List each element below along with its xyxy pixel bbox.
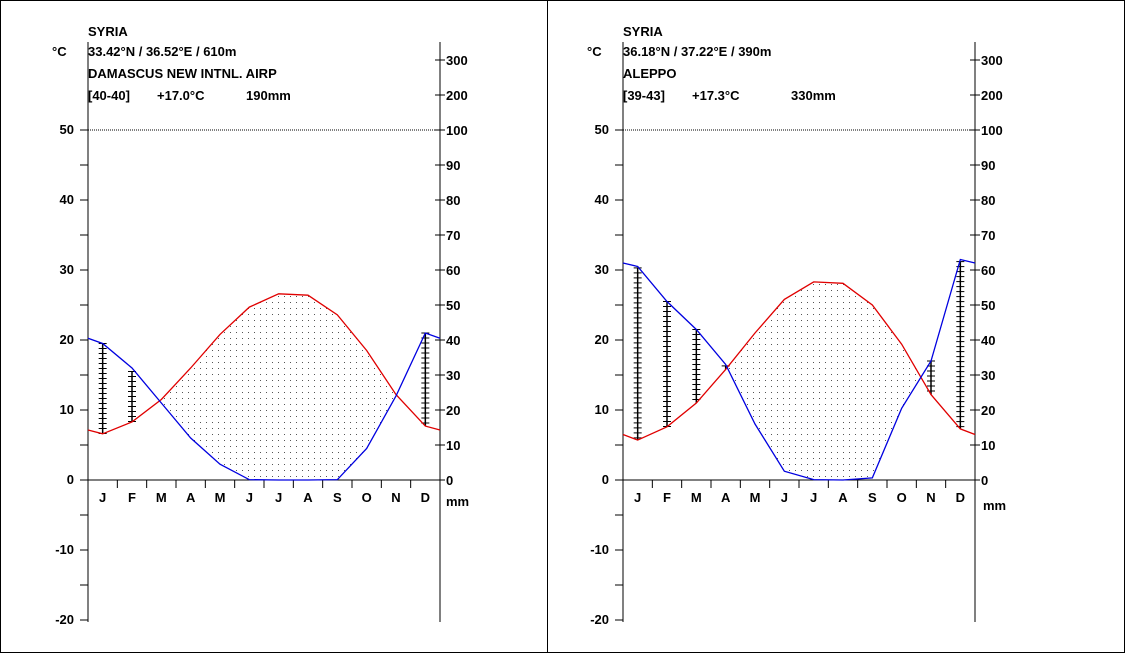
temp-tick-label: 50 [60, 122, 74, 137]
precip-tick-label: 300 [446, 53, 468, 68]
month-label: S [868, 490, 877, 505]
climate-chart-damascus: SYRIA 33.42°N / 36.52°E / 610m DAMASCUS … [52, 24, 469, 627]
temp-tick-label: 30 [60, 262, 74, 277]
month-label: J [634, 490, 641, 505]
precip-tick-label: 0 [446, 473, 453, 488]
chart-station: ALEPPO [623, 66, 676, 81]
month-label: A [186, 490, 196, 505]
month-label: O [362, 490, 372, 505]
chart-mean-temp: +17.3°C [692, 88, 740, 103]
temp-tick-label: 10 [60, 402, 74, 417]
temp-tick-label: 0 [67, 472, 74, 487]
precip-tick-label: 200 [981, 88, 1003, 103]
precip-axis-unit: mm [983, 498, 1006, 513]
arid-area [623, 281, 975, 480]
climate-chart-aleppo: SYRIA 36.18°N / 37.22°E / 390m ALEPPO [3… [587, 24, 1006, 627]
chart-mean-temp: +17.0°C [157, 88, 205, 103]
chart-coords: 33.42°N / 36.52°E / 610m [88, 44, 236, 59]
chart-period: [39-43] [623, 88, 665, 103]
arid-area [88, 293, 440, 480]
month-label: J [246, 490, 253, 505]
precip-tick-label: 40 [981, 333, 995, 348]
precip-tick-label: 70 [446, 228, 460, 243]
precip-tick-label: 50 [446, 298, 460, 313]
precipitation-line [622, 258, 976, 481]
temp-tick-label: 40 [595, 192, 609, 207]
precip-tick-label: 200 [446, 88, 468, 103]
precip-tick-label: 70 [981, 228, 995, 243]
chart-period: [40-40] [88, 88, 130, 103]
month-label: J [810, 490, 817, 505]
precip-tick-label: 30 [981, 368, 995, 383]
precip-tick-label: 100 [446, 123, 468, 138]
precip-tick-label: 20 [981, 403, 995, 418]
temp-axis-unit: °C [587, 44, 602, 59]
temp-tick-label: 20 [595, 332, 609, 347]
precip-tick-label: 300 [981, 53, 1003, 68]
chart-country: SYRIA [88, 24, 128, 39]
precipitation-line [87, 332, 441, 481]
precip-tick-label: 10 [981, 438, 995, 453]
month-label: A [838, 490, 848, 505]
precip-tick-label: 80 [981, 193, 995, 208]
temp-tick-label: 40 [60, 192, 74, 207]
month-label: M [156, 490, 167, 505]
precip-tick-label: 50 [981, 298, 995, 313]
month-label: A [303, 490, 313, 505]
month-label: J [781, 490, 788, 505]
precip-tick-label: 80 [446, 193, 460, 208]
month-label: J [99, 490, 106, 505]
precip-tick-label: 30 [446, 368, 460, 383]
temp-tick-label: -10 [590, 542, 609, 557]
precip-tick-label: 60 [981, 263, 995, 278]
chart-annual-precip: 190mm [246, 88, 291, 103]
temp-tick-label: 30 [595, 262, 609, 277]
temp-axis-unit: °C [52, 44, 67, 59]
temp-tick-label: -10 [55, 542, 74, 557]
month-label: O [897, 490, 907, 505]
chart-station: DAMASCUS NEW INTNL. AIRP [88, 66, 277, 81]
precip-tick-label: 40 [446, 333, 460, 348]
precip-tick-label: 0 [981, 473, 988, 488]
temp-tick-label: 50 [595, 122, 609, 137]
precip-tick-label: 100 [981, 123, 1003, 138]
month-label: S [333, 490, 342, 505]
precip-axis-unit: mm [446, 494, 469, 509]
temperature-line [622, 281, 976, 441]
precip-tick-label: 10 [446, 438, 460, 453]
temp-tick-label: 10 [595, 402, 609, 417]
temp-tick-label: -20 [590, 612, 609, 627]
temp-tick-label: 0 [602, 472, 609, 487]
precip-tick-label: 60 [446, 263, 460, 278]
temperature-line [87, 293, 441, 435]
temp-tick-label: 20 [60, 332, 74, 347]
precip-tick-label: 90 [981, 158, 995, 173]
precip-tick-label: 90 [446, 158, 460, 173]
month-label: F [663, 490, 671, 505]
precip-tick-label: 20 [446, 403, 460, 418]
month-label: D [956, 490, 965, 505]
month-label: M [691, 490, 702, 505]
month-label: M [215, 490, 226, 505]
chart-annual-precip: 330mm [791, 88, 836, 103]
chart-country: SYRIA [623, 24, 663, 39]
month-label: M [750, 490, 761, 505]
month-label: J [275, 490, 282, 505]
chart-coords: 36.18°N / 37.22°E / 390m [623, 44, 771, 59]
month-label: F [128, 490, 136, 505]
month-label: N [391, 490, 400, 505]
temp-tick-label: -20 [55, 612, 74, 627]
month-label: A [721, 490, 731, 505]
month-label: N [926, 490, 935, 505]
month-label: D [421, 490, 430, 505]
